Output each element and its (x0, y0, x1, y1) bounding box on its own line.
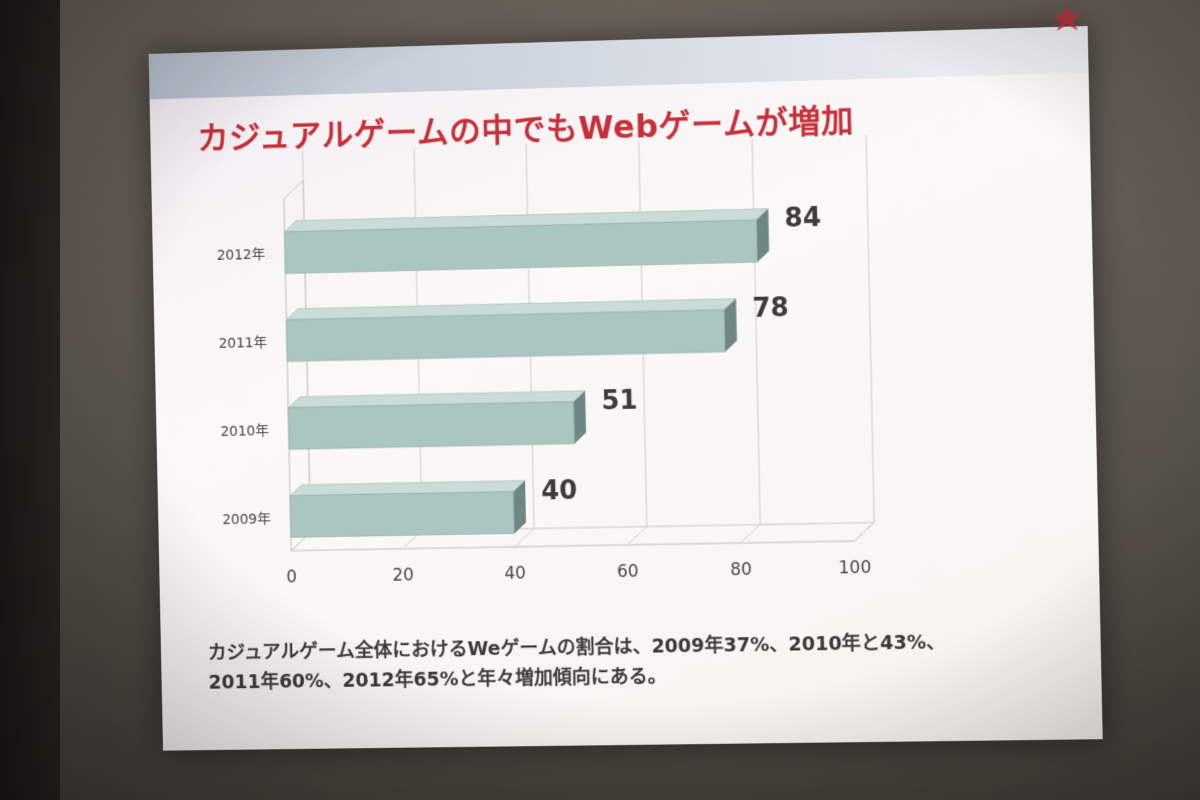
data-label: 84 (784, 203, 821, 234)
y-category-label: 2009年 (222, 511, 271, 528)
data-label: 78 (752, 293, 789, 324)
x-tick-label: 0 (286, 566, 297, 586)
bar-chart: 0 20 40 60 80 100 2012年 84 2011年 78 2010年 51 2009年 40 (149, 26, 1101, 637)
gridline (752, 138, 760, 524)
data-label: 40 (541, 475, 578, 506)
gridline-floor (514, 529, 534, 547)
x-tick-label: 40 (504, 563, 526, 583)
x-tick-label: 80 (730, 559, 752, 580)
y-category-label: 2011年 (218, 335, 267, 352)
y-category-label: 2012年 (217, 247, 266, 264)
x-tick-label: 60 (617, 561, 639, 581)
chart-depth-edge-top (284, 180, 304, 198)
presentation-slide: カジュアルゲームの中でもWebゲームが増加 0 20 40 60 80 100 2012年 8… (149, 26, 1103, 751)
gridline-floor (854, 523, 875, 541)
bar (290, 492, 514, 538)
bar (288, 402, 574, 450)
slide-note: カジュアルゲーム全体におけるWeゲームの割合は、2009年37%、2010年と4… (208, 625, 1069, 697)
gridline-floor (627, 527, 647, 545)
gridline (866, 135, 874, 522)
gridline-floor (740, 525, 760, 543)
y-category-label: 2010年 (220, 423, 269, 440)
x-tick-label: 20 (392, 564, 414, 584)
x-tick-label: 100 (838, 557, 871, 578)
data-label: 51 (601, 385, 638, 416)
